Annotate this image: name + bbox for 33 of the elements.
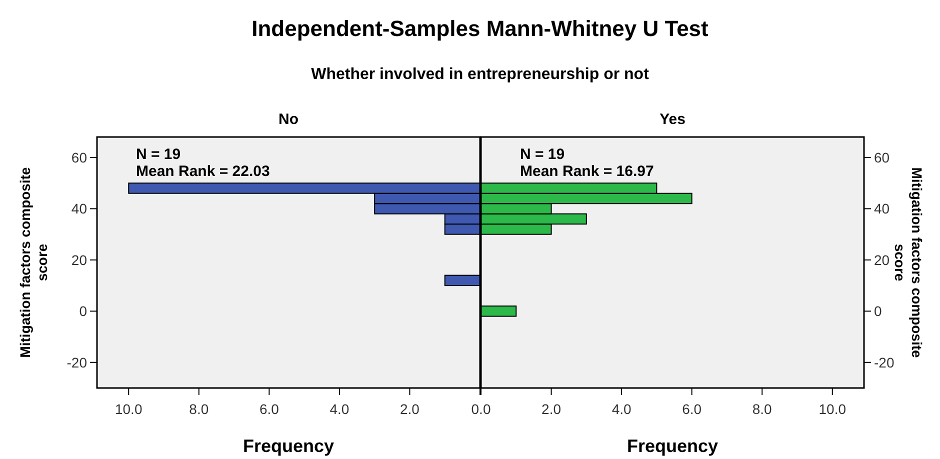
x-axis-title: Frequency	[626, 436, 718, 456]
chart-title: No	[278, 111, 298, 128]
x-tick-label: 10.0	[115, 401, 142, 417]
x-tick-label: 4.0	[330, 401, 350, 417]
y-tick-label: 20	[874, 252, 890, 268]
annotation: N = 19	[136, 146, 181, 163]
y-tick-label: 60	[874, 149, 890, 166]
x-tick-label: 4.0	[612, 401, 632, 417]
x-tick-label: 2.0	[542, 401, 562, 417]
x-tick-label: 8.0	[189, 401, 209, 417]
y-tick-label: 40	[874, 200, 890, 217]
annotation: Mean Rank = 22.03	[136, 163, 270, 180]
x-tick-label: 10.0	[818, 401, 846, 417]
y-tick-label: 0	[79, 303, 88, 320]
x-tick-label: 0.0	[471, 401, 491, 417]
x-tick-label: 6.0	[682, 401, 702, 417]
text: Independent-Samples Mann-Whitney U Test	[252, 16, 710, 41]
x-tick-label: 8.0	[752, 401, 772, 417]
x-tick-label: 2.0	[400, 401, 420, 417]
y-tick-label: 20	[71, 252, 88, 268]
y-tick-label: 40	[71, 200, 88, 217]
y-axis-title: Mitigation factors composite score	[892, 167, 925, 358]
chart-title: Yes	[660, 111, 686, 128]
annotation: Mean Rank = 16.97	[520, 163, 654, 180]
y-tick-label: -20	[66, 354, 88, 370]
y-tick-label: 60	[71, 149, 88, 166]
x-tick-label: 6.0	[259, 401, 280, 417]
annotation: N = 19	[520, 146, 565, 163]
y-axis-title: Mitigation factors composite score	[17, 167, 50, 358]
y-tick-label: -20	[874, 354, 894, 370]
y-tick-label: 0	[874, 303, 882, 320]
text: Whether involved in entrepreneurship or not	[311, 66, 650, 83]
x-axis-title: Frequency	[242, 436, 334, 456]
